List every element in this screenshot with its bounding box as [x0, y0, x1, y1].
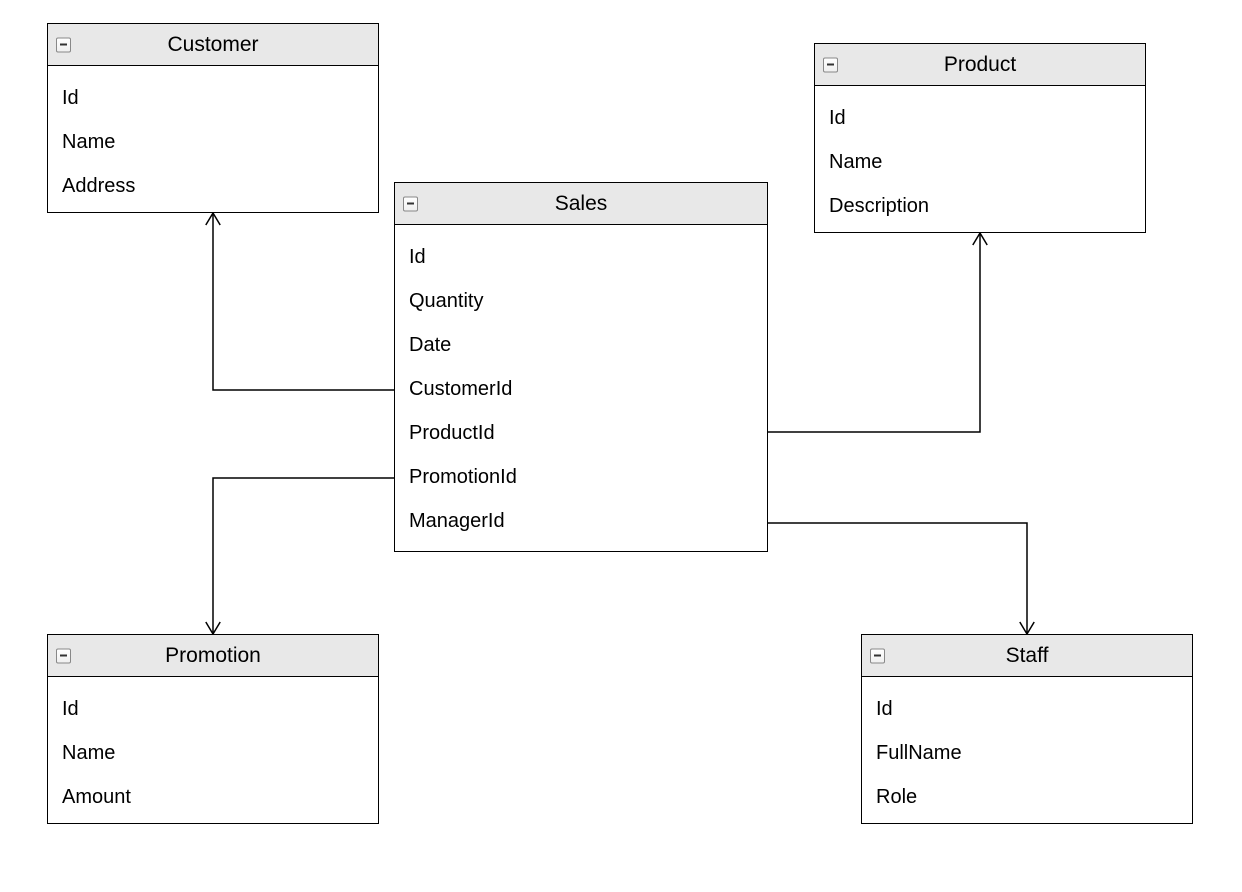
field: Quantity — [407, 279, 755, 323]
entity-header-customer[interactable]: Customer — [48, 24, 378, 66]
entity-body: IdNameAddress — [48, 66, 378, 218]
field: Id — [407, 235, 755, 279]
entity-staff: Staff IdFullNameRole — [861, 634, 1193, 824]
field: Description — [827, 184, 1133, 228]
field: FullName — [874, 731, 1180, 775]
entity-product: Product IdNameDescription — [814, 43, 1146, 233]
edge-sales-promotion — [213, 478, 394, 634]
edge-sales-customer — [213, 213, 394, 390]
entity-title: Sales — [555, 192, 608, 216]
field: Name — [827, 140, 1133, 184]
field: Name — [60, 731, 366, 775]
collapse-icon[interactable] — [56, 648, 71, 663]
entity-customer: Customer IdNameAddress — [47, 23, 379, 213]
field: Role — [874, 775, 1180, 819]
field: ProductId — [407, 411, 755, 455]
field: Id — [827, 96, 1133, 140]
field: Date — [407, 323, 755, 367]
entity-sales: Sales IdQuantityDateCustomerIdProductIdPr… — [394, 182, 768, 552]
collapse-icon[interactable] — [56, 37, 71, 52]
entity-promotion: Promotion IdNameAmount — [47, 634, 379, 824]
field: CustomerId — [407, 367, 755, 411]
entity-title: Staff — [1006, 644, 1049, 668]
collapse-icon[interactable] — [823, 57, 838, 72]
field: ManagerId — [407, 499, 755, 543]
er-diagram-canvas: CustomerIdNameAddressProductIdNameDescri… — [0, 0, 1242, 892]
collapse-icon[interactable] — [403, 196, 418, 211]
arrowhead-icon — [1020, 622, 1034, 634]
edge-sales-product — [768, 233, 980, 432]
edge-sales-staff — [768, 523, 1027, 634]
entity-header-promotion[interactable]: Promotion — [48, 635, 378, 677]
entity-header-staff[interactable]: Staff — [862, 635, 1192, 677]
field: Amount — [60, 775, 366, 819]
field: Id — [60, 76, 366, 120]
entity-body: IdNameDescription — [815, 86, 1145, 238]
field: PromotionId — [407, 455, 755, 499]
entity-body: IdNameAmount — [48, 677, 378, 829]
collapse-icon[interactable] — [870, 648, 885, 663]
entity-title: Product — [944, 53, 1016, 77]
entity-title: Customer — [167, 33, 258, 57]
arrowhead-icon — [206, 622, 220, 634]
field: Address — [60, 164, 366, 208]
entity-title: Promotion — [165, 644, 261, 668]
entity-header-sales[interactable]: Sales — [395, 183, 767, 225]
field: Name — [60, 120, 366, 164]
field: Id — [60, 687, 366, 731]
entity-header-product[interactable]: Product — [815, 44, 1145, 86]
entity-body: IdQuantityDateCustomerIdProductIdPromoti… — [395, 225, 767, 553]
entity-body: IdFullNameRole — [862, 677, 1192, 829]
field: Id — [874, 687, 1180, 731]
